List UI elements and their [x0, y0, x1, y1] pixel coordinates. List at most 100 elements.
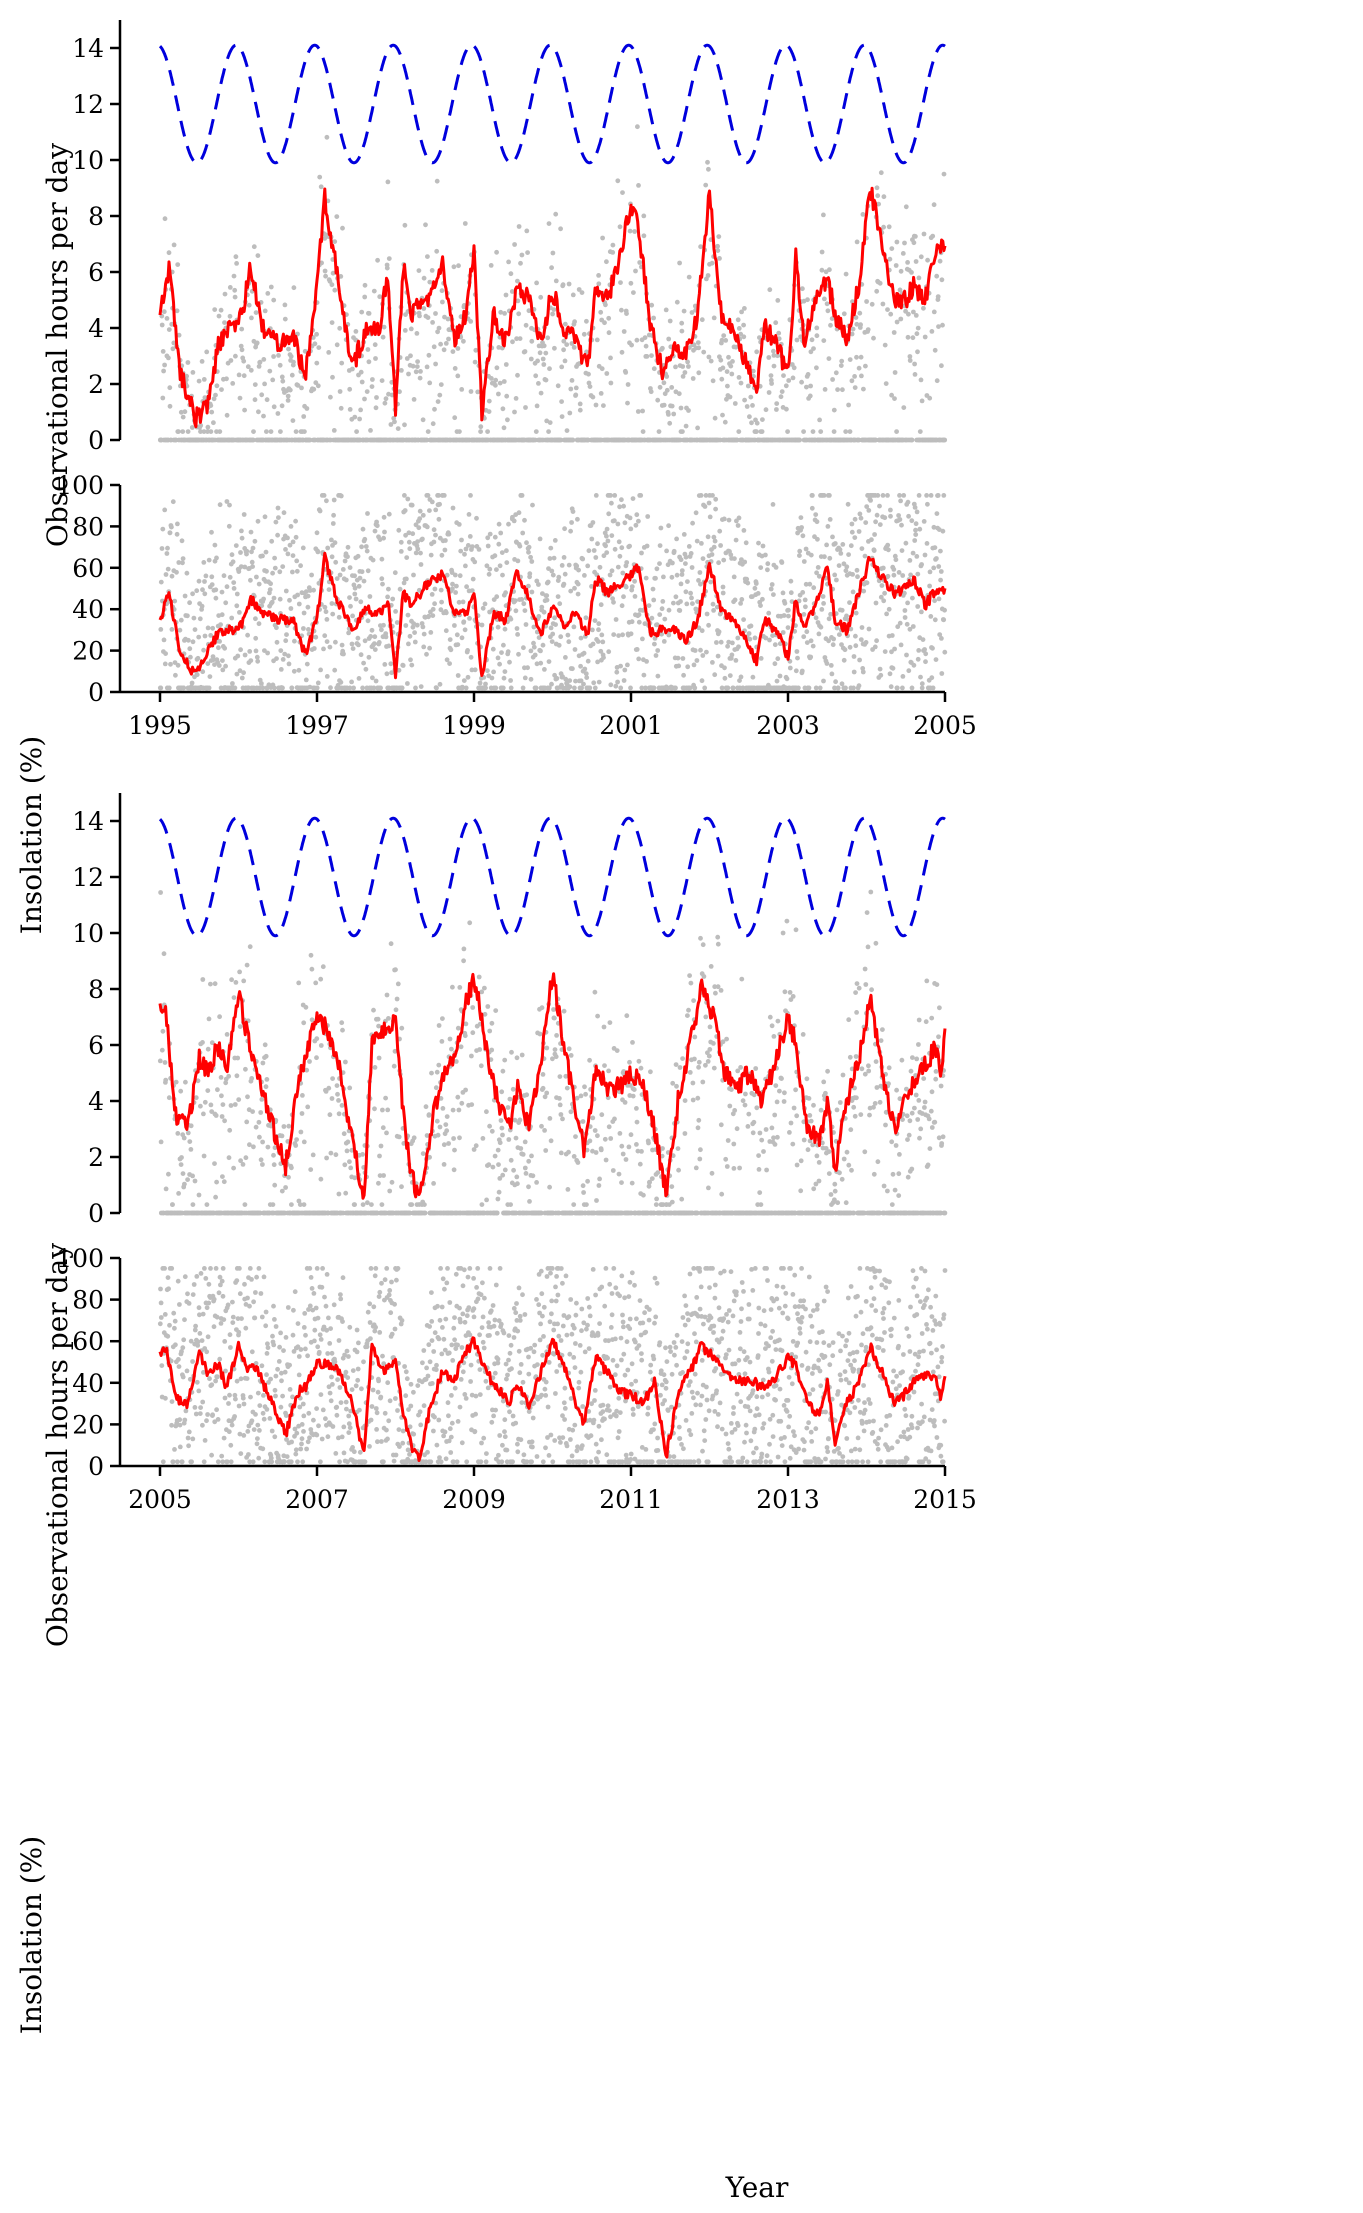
scatter-point	[571, 345, 577, 350]
scatter-point	[915, 571, 921, 577]
scatter-point	[695, 340, 701, 345]
scatter-point	[905, 499, 911, 505]
scatter-point	[202, 633, 208, 639]
scatter-point	[831, 429, 837, 434]
scatter-point	[808, 383, 813, 389]
scatter-point	[858, 515, 864, 521]
scatter-point	[706, 622, 711, 628]
scatter-point	[860, 212, 866, 217]
scatter-point	[526, 1158, 532, 1164]
scatter-point	[479, 1202, 485, 1207]
scatter-point	[443, 538, 448, 543]
scatter-point	[577, 401, 583, 407]
scatter-point	[936, 564, 942, 569]
scatter-point	[158, 890, 164, 895]
scatter-point	[424, 651, 429, 657]
scatter-point	[778, 394, 784, 400]
scatter-point	[398, 539, 404, 545]
scatter-point	[324, 617, 330, 622]
scatter-point	[874, 638, 879, 644]
scatter-point	[327, 1112, 333, 1118]
scatter-point	[407, 633, 413, 639]
scatter-point	[433, 507, 439, 513]
scatter-point	[565, 632, 571, 638]
scatter-point	[353, 329, 359, 334]
scatter-point	[202, 1099, 208, 1105]
scatter-point	[306, 627, 311, 632]
scatter-point	[352, 573, 357, 579]
scatter-point	[366, 654, 372, 660]
scatter-point	[721, 333, 727, 338]
scatter-point	[710, 601, 716, 607]
scatter-point	[402, 328, 408, 333]
scatter-point	[447, 1036, 453, 1042]
scatter-point	[358, 407, 363, 413]
scatter-point	[187, 1139, 193, 1144]
scatter-point	[906, 513, 911, 519]
scatter-point	[549, 568, 555, 574]
scatter-point	[544, 597, 550, 603]
scatter-point	[397, 586, 403, 592]
scatter-point	[199, 603, 205, 609]
scatter-point	[293, 1143, 299, 1148]
scatter-point	[830, 642, 836, 648]
scatter-point	[605, 538, 611, 544]
scatter-point	[500, 406, 506, 412]
scatter-point	[343, 577, 349, 583]
scatter-point	[466, 512, 472, 517]
scatter-point	[500, 685, 506, 691]
scatter-point	[315, 383, 321, 389]
scatter-point	[217, 429, 223, 434]
scatter-point	[467, 616, 472, 621]
scatter-point	[338, 679, 344, 685]
scatter-point	[502, 669, 508, 674]
scatter-point	[201, 560, 207, 565]
scatter-point	[511, 518, 517, 524]
scatter-point	[343, 1190, 349, 1196]
scatter-point	[841, 657, 847, 663]
scatter-point	[594, 1198, 599, 1203]
scatter-point	[397, 389, 402, 395]
scatter-point	[585, 1178, 590, 1184]
scatter-point	[223, 600, 229, 606]
scatter-point	[388, 941, 394, 947]
scatter-point	[666, 336, 672, 342]
scatter-point	[299, 1111, 305, 1116]
scatter-point	[259, 392, 265, 398]
scatter-point	[181, 1135, 187, 1141]
scatter-point	[508, 616, 514, 622]
scatter-point	[861, 588, 867, 594]
scatter-point	[537, 350, 543, 356]
scatter-point	[200, 977, 206, 982]
scatter-point	[810, 429, 816, 434]
scatter-point	[593, 555, 599, 560]
scatter-point	[468, 654, 474, 660]
scatter-point	[161, 637, 167, 643]
scatter-point	[821, 338, 827, 343]
scatter-point	[932, 617, 938, 623]
scatter-point	[920, 637, 926, 642]
scatter-point	[786, 607, 791, 613]
scatter-point	[237, 969, 243, 975]
scatter-point	[355, 635, 361, 641]
y-tick-label: 0	[88, 426, 104, 455]
scatter-point	[900, 251, 906, 256]
scatter-point	[566, 281, 572, 287]
scatter-point	[377, 294, 383, 300]
scatter-point	[283, 1185, 288, 1190]
scatter-point	[801, 559, 807, 564]
scatter-point	[864, 299, 869, 304]
scatter-point	[252, 397, 258, 403]
scatter-point	[185, 1130, 191, 1136]
scatter-point	[540, 642, 546, 648]
scatter-point	[601, 1024, 607, 1030]
scatter-point	[503, 590, 508, 596]
scatter-point	[380, 1107, 385, 1113]
scatter-point	[410, 363, 416, 369]
scatter-point	[636, 656, 642, 662]
scatter-point	[704, 649, 709, 655]
scatter-point	[561, 581, 567, 587]
scatter-point	[454, 632, 460, 638]
scatter-point	[685, 359, 690, 365]
